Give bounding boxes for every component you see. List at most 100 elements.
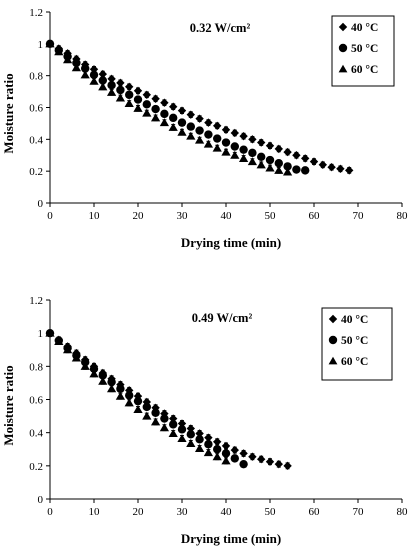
data-point-triangle	[142, 108, 152, 117]
data-point-circle	[116, 85, 125, 95]
x-tick-label: 50	[265, 210, 277, 222]
data-point-diamond	[195, 114, 204, 123]
data-point-triangle	[80, 70, 90, 79]
data-point-circle	[204, 440, 213, 449]
data-point-diamond	[230, 128, 239, 138]
x-tick-label: 30	[177, 210, 189, 222]
chart-panel-2: 0 10 20 30 40 50 60 70 80 0 0.2 0.4 0.6 0.8 1 1.2 Drying…	[1, 295, 408, 546]
x-tick-label: 30	[177, 506, 189, 518]
data-point-circle	[169, 420, 178, 429]
series-triangle	[45, 328, 231, 465]
data-point-circle	[265, 155, 275, 165]
y-axis-title: Moisture ratio	[1, 73, 16, 153]
data-point-triangle	[265, 163, 275, 172]
data-point-diamond	[345, 166, 354, 175]
data-point-diamond	[239, 131, 248, 141]
data-point-circle	[177, 118, 187, 127]
data-point-triangle	[89, 76, 99, 85]
data-point-circle	[151, 408, 160, 417]
data-point-diamond	[142, 90, 151, 99]
data-point-triangle	[274, 165, 284, 174]
data-point-triangle	[89, 369, 99, 378]
y-tick-label: 1.2	[29, 295, 43, 307]
data-point-triangle	[98, 82, 108, 91]
data-point-circle	[125, 90, 134, 99]
data-point-diamond	[221, 441, 231, 451]
data-point-diamond	[327, 162, 336, 172]
x-tick-label: 20	[133, 210, 145, 222]
y-axis-title: Moisture ratio	[1, 365, 16, 445]
y-tick-label: 0.2	[29, 461, 43, 473]
legend-marker-triangle	[338, 64, 348, 73]
series-circle	[45, 39, 310, 175]
y-tick-label: 1	[38, 39, 44, 51]
x-tick-label: 40	[221, 210, 233, 222]
data-point-circle	[213, 445, 222, 454]
data-point-triangle	[203, 139, 214, 148]
legend-label: 60 °C	[341, 356, 368, 368]
legend-marker-circle	[328, 335, 338, 345]
legend-label: 40 °C	[341, 314, 368, 326]
data-point-diamond	[151, 94, 160, 103]
data-point-triangle	[238, 154, 249, 162]
data-point-circle	[142, 402, 151, 412]
data-point-circle	[292, 165, 301, 174]
legend: 40 °C 50 °C 60 °C	[321, 307, 393, 381]
data-point-circle	[230, 142, 239, 151]
data-point-diamond	[239, 449, 248, 458]
data-point-circle	[142, 100, 151, 109]
y-tick-label: 1	[38, 328, 44, 340]
legend-marker-triangle	[328, 356, 338, 365]
legend-marker-circle	[338, 43, 348, 53]
x-tick-label: 60	[309, 506, 321, 518]
y-tick-label: 0.2	[29, 166, 43, 178]
legend-label: 50 °C	[351, 43, 378, 55]
legend-label: 50 °C	[341, 335, 368, 347]
data-point-circle	[274, 159, 283, 168]
data-point-triangle	[221, 147, 231, 156]
data-point-triangle	[159, 118, 170, 127]
data-point-diamond	[195, 429, 204, 438]
data-point-circle	[107, 81, 116, 90]
data-point-triangle	[168, 122, 178, 131]
data-point-diamond	[265, 457, 275, 466]
x-axis-title: Drying time (min)	[181, 531, 281, 546]
series-triangle	[45, 39, 293, 176]
data-point-diamond	[133, 391, 143, 401]
y-tick-label: 1.2	[29, 7, 43, 19]
legend-marker-diamond	[328, 314, 338, 324]
legend-marker-diamond	[338, 22, 348, 32]
data-point-triangle	[194, 135, 205, 144]
data-point-diamond	[230, 445, 239, 455]
x-tick-label: 50	[265, 506, 277, 518]
data-point-triangle	[230, 150, 240, 159]
data-point-circle	[221, 449, 231, 458]
data-point-circle	[116, 384, 125, 393]
data-point-circle	[133, 95, 143, 104]
data-point-circle	[169, 113, 178, 123]
data-point-diamond	[274, 144, 283, 154]
x-tick-label: 70	[353, 506, 365, 518]
data-point-diamond	[283, 147, 292, 157]
y-tick-label: 0	[38, 198, 44, 210]
data-point-triangle	[115, 391, 126, 400]
data-point-circle	[81, 64, 90, 73]
x-tick-label: 60	[309, 210, 321, 222]
data-point-triangle	[150, 417, 161, 426]
data-point-triangle	[142, 411, 152, 420]
data-point-circle	[160, 109, 169, 119]
x-tick-label: 80	[397, 210, 409, 222]
data-point-circle	[98, 371, 108, 380]
data-point-circle	[125, 391, 134, 400]
data-point-diamond	[133, 86, 143, 95]
data-point-diamond	[169, 414, 178, 423]
data-point-diamond	[125, 82, 134, 92]
data-point-triangle	[168, 429, 178, 438]
data-point-circle	[195, 126, 204, 135]
x-tick-label: 10	[89, 506, 101, 518]
y-tick-label: 0	[38, 494, 44, 506]
data-point-circle	[177, 425, 187, 434]
y-tick-label: 0.6	[29, 395, 43, 407]
data-point-circle	[239, 459, 248, 469]
